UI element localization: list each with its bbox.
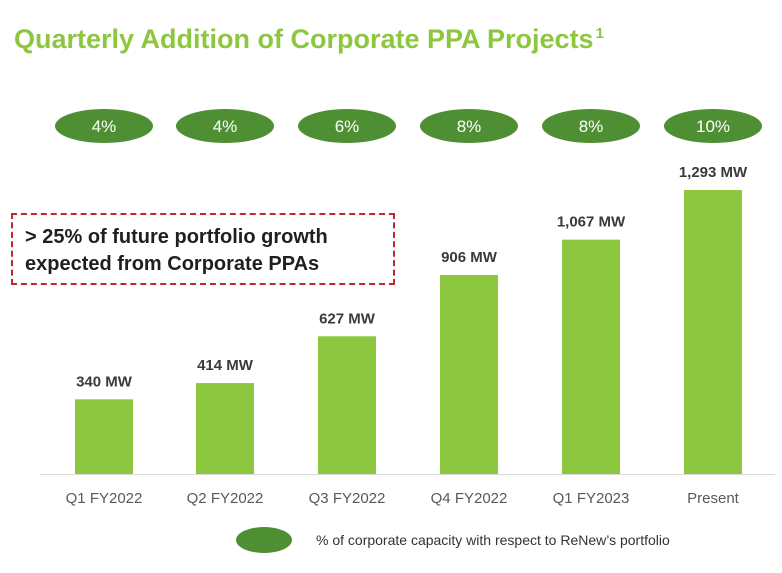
callout-line-1: > 25% of future portfolio growth	[25, 226, 328, 248]
callout-line-2: expected from Corporate PPAs	[25, 253, 320, 275]
legend: % of corporate capacity with respect to …	[236, 527, 670, 553]
x-tick-label: Q1 FY2023	[553, 490, 630, 507]
percent-pill	[176, 109, 274, 143]
bar-value-label: 1,067 MW	[557, 214, 626, 231]
legend-label: % of corporate capacity with respect to …	[316, 532, 670, 548]
percent-pill-label: 8%	[457, 117, 482, 136]
x-tick-label: Q1 FY2022	[66, 490, 143, 507]
percent-pill	[542, 109, 640, 143]
percent-pill	[55, 109, 153, 143]
chart-title-text: Quarterly Addition of Corporate PPA Proj…	[14, 24, 594, 54]
percent-pill-label: 8%	[579, 117, 604, 136]
footnote-mark: 1	[595, 25, 604, 42]
percent-pill-label: 4%	[213, 117, 238, 136]
bar-value-label: 627 MW	[319, 310, 376, 327]
percent-pill-label: 4%	[92, 117, 117, 136]
bar	[75, 399, 133, 474]
bar	[196, 383, 254, 474]
percent-pill	[420, 109, 518, 143]
percent-pill	[298, 109, 396, 143]
bar	[440, 275, 498, 474]
legend-pill-marker	[236, 527, 292, 553]
x-tick-label: Present	[687, 490, 740, 507]
bar	[318, 336, 376, 474]
bar-value-label: 906 MW	[441, 249, 498, 266]
percent-pill-label: 10%	[696, 117, 730, 136]
chart-title: Quarterly Addition of Corporate PPA Proj…	[14, 24, 604, 55]
bar	[684, 190, 742, 474]
x-tick-label: Q3 FY2022	[309, 490, 386, 507]
bar-value-label: 1,293 MW	[679, 164, 748, 181]
growth-callout: > 25% of future portfolio growth expecte…	[11, 213, 395, 285]
bar-value-label: 340 MW	[76, 373, 133, 390]
percent-pill	[664, 109, 762, 143]
x-tick-label: Q4 FY2022	[431, 490, 508, 507]
bar	[562, 239, 620, 474]
bar-value-label: 414 MW	[197, 357, 254, 374]
percent-pill-label: 6%	[335, 117, 360, 136]
x-tick-label: Q2 FY2022	[187, 490, 264, 507]
